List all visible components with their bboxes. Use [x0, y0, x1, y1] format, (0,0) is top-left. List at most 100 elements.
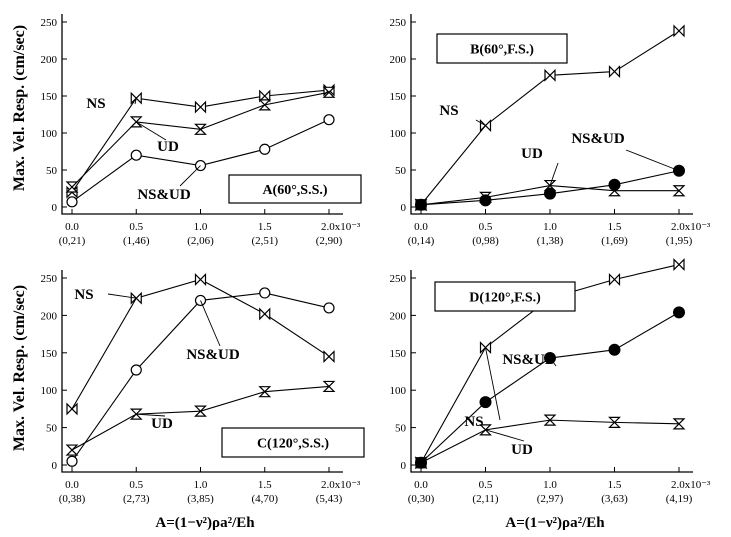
x-tick-label: 2.0x10⁻³	[321, 479, 361, 491]
series-annotation: UD	[521, 146, 543, 162]
panel-b: 0 50 100 150 200 250 0.0 (0,14) 0.5 (0,98) 1.0 (1,3…	[390, 14, 711, 247]
data-point	[323, 114, 335, 126]
panel-label: A(60°,S.S.)	[262, 183, 327, 198]
x-sub-label: (0,30)	[408, 493, 435, 505]
y-tick-label: 200	[41, 54, 58, 66]
y-tick-label: 0	[52, 202, 58, 214]
x-tick-label: 1.0	[194, 479, 208, 491]
data-point	[130, 149, 142, 161]
data-point	[66, 402, 78, 416]
axis-frame	[61, 270, 343, 473]
data-point	[673, 306, 685, 319]
x-sub-label: (0,14)	[408, 235, 435, 247]
x-sub-label: (5,43)	[316, 493, 343, 505]
x-tick-label: 1.0	[194, 221, 208, 233]
x-tick-label: 1.5	[608, 479, 622, 491]
x-tick-label: 2.0x10⁻³	[671, 479, 711, 491]
y-tick-label: 150	[390, 91, 407, 103]
annotation-leader	[136, 413, 166, 417]
y-tick-label: 150	[390, 348, 407, 360]
x-sub-label: (1,69)	[601, 235, 628, 247]
x-sub-label: (0,38)	[59, 493, 86, 505]
data-point	[673, 24, 685, 38]
data-point	[544, 68, 556, 82]
x-axis-label-left: A=(1−ν²)ρa²/Eh	[155, 515, 255, 531]
panel-a: 0 50 100 150 200 250 0.0 (0,21) 0.5 (1,46) 1.0 (2,0…	[41, 14, 362, 247]
y-tick-label: 0	[401, 202, 407, 214]
series-ns-and-ud	[415, 306, 685, 469]
panel-label: C(120°,S.S.)	[257, 437, 329, 452]
series-annotation: NS	[86, 96, 105, 112]
data-point	[259, 143, 271, 155]
series-annotation: UD	[151, 416, 173, 432]
x-sub-label: (2,51)	[251, 235, 278, 247]
y-tick-label: 50	[395, 165, 407, 177]
data-point	[259, 307, 271, 321]
data-point	[258, 386, 272, 398]
data-point	[130, 364, 142, 376]
x-sub-label: (1,95)	[666, 235, 693, 247]
y-tick-label: 0	[52, 460, 58, 472]
data-point	[608, 416, 621, 428]
panel-label-box	[228, 174, 362, 204]
annotation-leader	[485, 347, 501, 421]
x-sub-label: (2,97)	[537, 493, 564, 505]
data-point	[479, 194, 492, 207]
y-tick-label: 150	[41, 348, 58, 360]
panel-label: D(120°,F.S.)	[469, 291, 541, 306]
series-annotation: NS&UD	[571, 131, 625, 147]
y-tick-label: 100	[41, 385, 58, 397]
x-sub-label: (3,85)	[187, 493, 214, 505]
data-point	[194, 273, 207, 286]
y-tick-label: 250	[390, 273, 407, 285]
data-point	[544, 187, 556, 200]
x-tick-label: 0.5	[479, 479, 493, 491]
data-point	[479, 396, 492, 409]
series-annotation: NS	[439, 103, 458, 119]
x-sub-label: (3,63)	[601, 493, 628, 505]
data-point	[415, 456, 427, 469]
annotation-leader	[549, 162, 559, 186]
annotation-leader	[200, 300, 221, 347]
y-tick-label: 50	[395, 423, 407, 435]
y-tick-label: 200	[41, 310, 58, 322]
data-point	[479, 119, 492, 133]
series-annotation: NS&UD	[137, 187, 191, 203]
series-ns-and-ud	[415, 164, 685, 211]
x-tick-label: 0.0	[414, 479, 428, 491]
data-point	[672, 418, 686, 430]
y-tick-label: 150	[41, 91, 58, 103]
x-sub-label: (1,46)	[123, 235, 150, 247]
y-tick-label: 250	[41, 273, 58, 285]
data-point	[194, 405, 207, 417]
data-point	[66, 196, 78, 208]
x-tick-label: 1.5	[608, 221, 622, 233]
panel-label-box	[434, 281, 576, 312]
x-sub-label: (2,11)	[472, 493, 499, 505]
data-point	[194, 123, 207, 135]
series-annotation: UD	[511, 442, 533, 458]
annotation-leader	[475, 119, 486, 126]
x-tick-label: 2.0x10⁻³	[321, 221, 361, 233]
data-point	[323, 302, 335, 314]
annotation-leader	[485, 429, 525, 442]
data-point	[608, 343, 621, 356]
y-tick-label: 50	[46, 165, 58, 177]
panel-d: 0 50 100 150 200 250 0.0 (0,30) 0.5 (2,11) 1.0 (2,9…	[390, 258, 711, 505]
data-point	[673, 258, 685, 271]
annotation-leader	[549, 357, 557, 367]
series-annotation: NS&UD	[186, 347, 240, 363]
y-tick-label: 200	[390, 310, 407, 322]
series-annotation: NS	[74, 287, 93, 303]
x-tick-label: 0.5	[129, 479, 143, 491]
y-tick-label: 250	[390, 17, 407, 29]
annotation-leader	[625, 149, 680, 172]
y-tick-label: 0	[401, 460, 407, 472]
series-ud	[414, 414, 686, 469]
panel-label-box	[221, 427, 365, 458]
data-point	[259, 287, 271, 299]
annotation-leader	[136, 121, 167, 141]
y-axis-label-bottom: Max. Vel. Resp. (cm/sec)	[11, 285, 28, 451]
data-point	[415, 198, 427, 211]
